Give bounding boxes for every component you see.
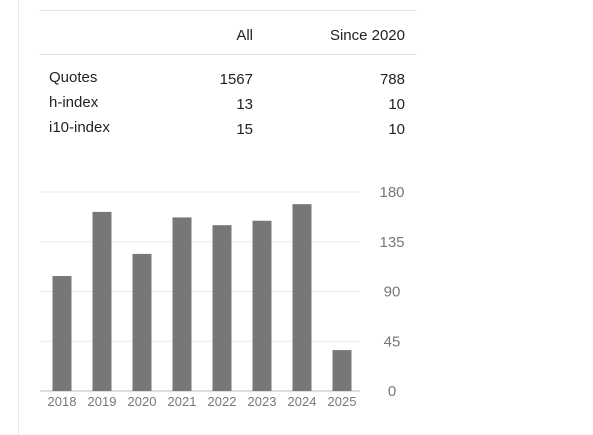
column-header-since-2020[interactable]: Since 2020 bbox=[329, 27, 405, 44]
x-tick-label-2022: 2022 bbox=[208, 394, 237, 409]
row-label-h-index[interactable]: h-index bbox=[49, 94, 99, 111]
bar-2020[interactable] bbox=[132, 253, 152, 391]
y-tick-label-135: 135 bbox=[379, 234, 404, 251]
panel-left-border bbox=[18, 0, 19, 435]
bar-2019[interactable] bbox=[92, 211, 112, 391]
y-tick-label-45: 45 bbox=[384, 333, 401, 350]
i10-index-all-value: 15 bbox=[236, 121, 253, 138]
x-tick-label-2025: 2025 bbox=[328, 394, 357, 409]
x-tick-label-2020: 2020 bbox=[128, 394, 157, 409]
row-label-i10-index[interactable]: i10-index bbox=[49, 119, 110, 136]
x-tick-label-2019: 2019 bbox=[88, 394, 117, 409]
citation-stats-table: All Since 2020 Quotes 1567 788 h-index 1… bbox=[39, 10, 417, 145]
x-tick-label-2021: 2021 bbox=[168, 394, 197, 409]
bar-2021[interactable] bbox=[172, 217, 192, 391]
y-tick-label-0: 0 bbox=[388, 383, 396, 400]
row-label-quotes[interactable]: Quotes bbox=[49, 69, 98, 86]
y-tick-label-90: 90 bbox=[384, 284, 401, 301]
h-index-all-value: 13 bbox=[236, 96, 253, 113]
bar-2018[interactable] bbox=[52, 276, 72, 391]
column-header-all[interactable]: All bbox=[236, 27, 253, 44]
quotes-all-value: 1567 bbox=[219, 71, 253, 88]
table-row-quotes: Quotes 1567 788 bbox=[39, 69, 417, 93]
table-row-i10-index: i10-index 15 10 bbox=[39, 119, 417, 143]
bar-2025[interactable] bbox=[332, 350, 352, 391]
table-row-h-index: h-index 13 10 bbox=[39, 94, 417, 118]
x-tick-label-2024: 2024 bbox=[288, 394, 317, 409]
header-divider bbox=[39, 54, 417, 55]
quotes-since-value: 788 bbox=[379, 71, 405, 88]
bar-2023[interactable] bbox=[252, 220, 272, 391]
x-tick-label-2023: 2023 bbox=[248, 394, 277, 409]
x-tick-label-2018: 2018 bbox=[48, 394, 77, 409]
h-index-since-value: 10 bbox=[388, 96, 405, 113]
i10-index-since-value: 10 bbox=[388, 121, 405, 138]
bar-2024[interactable] bbox=[292, 204, 312, 391]
bar-2022[interactable] bbox=[212, 225, 232, 391]
y-tick-label-180: 180 bbox=[379, 184, 404, 201]
table-top-divider bbox=[39, 10, 417, 11]
